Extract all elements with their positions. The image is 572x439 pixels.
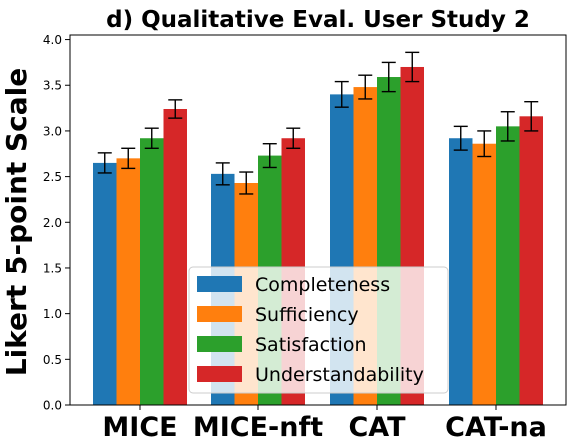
bar	[496, 126, 520, 405]
chart-title: d) Qualitative Eval. User Study 2	[106, 7, 530, 33]
legend-label: Satisfaction	[255, 334, 367, 356]
x-tick-label: CAT-na	[445, 412, 547, 439]
bar	[472, 143, 496, 405]
x-tick-label: CAT	[348, 412, 406, 439]
bar	[93, 162, 117, 405]
legend-box	[188, 266, 449, 394]
bar	[116, 158, 140, 405]
legend-label: Understandability	[255, 364, 424, 386]
legend-swatch	[197, 336, 242, 352]
legend-swatch	[197, 306, 242, 322]
y-tick-label: 0.0	[43, 399, 62, 413]
bar	[519, 116, 543, 405]
y-tick-label: 1.0	[43, 307, 62, 321]
legend-label: Completeness	[255, 274, 390, 296]
bar	[140, 138, 164, 406]
y-tick-label: 4.0	[43, 33, 62, 47]
y-tick-label: 0.5	[43, 353, 62, 367]
y-tick-label: 2.5	[43, 170, 62, 184]
bar	[449, 138, 473, 406]
plot-frame	[69, 34, 567, 406]
bar	[163, 109, 187, 405]
y-tick-label: 2.0	[43, 216, 62, 230]
legend-label: Sufficiency	[255, 304, 359, 326]
legend-swatch	[197, 366, 242, 382]
y-axis-label: Likert 5-point Scale	[0, 68, 33, 377]
axes-layer: 0.0 0.5 1.0 1.5 2.0 2.5 3.0 3.5 4.0 MICE MICE-nft C…	[43, 33, 567, 439]
legend: Completeness Sufficiency Satisfaction Under…	[188, 266, 449, 394]
x-tick-label: MICE-nft	[193, 412, 323, 439]
y-tick-label: 1.5	[43, 261, 62, 275]
legend-swatch	[197, 276, 242, 292]
y-tick-label: 3.0	[43, 124, 62, 138]
x-tick-label: MICE	[102, 412, 177, 439]
y-tick-label: 3.5	[43, 79, 62, 93]
error-bars-layer	[97, 51, 539, 195]
